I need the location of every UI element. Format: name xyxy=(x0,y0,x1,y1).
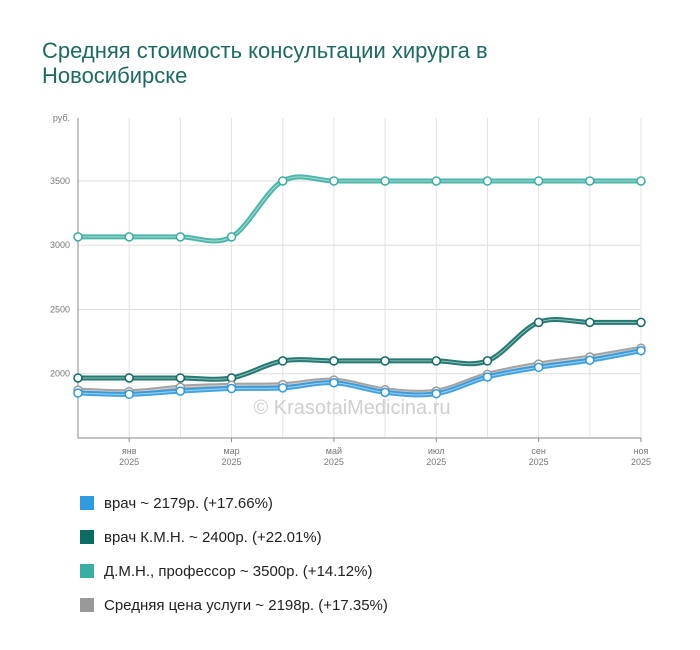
legend-item-average-price[interactable]: Средняя цена услуги ~ 2198р. (+17.35%) xyxy=(80,588,388,622)
data-point xyxy=(431,356,442,366)
data-point xyxy=(533,362,544,373)
series-line xyxy=(75,317,644,382)
series-line-highlight xyxy=(78,176,641,242)
data-point xyxy=(585,355,595,365)
data-point xyxy=(277,383,288,393)
data-point xyxy=(329,356,339,366)
x-tick-label-month: мар xyxy=(223,446,239,456)
y-axis-unit: руб. xyxy=(53,113,70,123)
legend-item-vrach-kmn[interactable]: врач К.М.Н. ~ 2400р. (+22.01%) xyxy=(80,520,388,554)
legend: врач ~ 2179р. (+17.66%) врач К.М.Н. ~ 24… xyxy=(80,486,388,622)
x-tick-label-year: 2025 xyxy=(426,457,446,467)
x-tick-label-month: сен xyxy=(531,446,546,456)
series-line-highlight xyxy=(78,319,641,380)
series-д-м-н-профессор xyxy=(73,174,646,244)
data-point xyxy=(380,356,390,366)
data-point xyxy=(226,383,237,394)
data-point xyxy=(533,317,544,328)
data-point xyxy=(482,356,493,366)
watermark: © KrasotaiMedicina.ru xyxy=(253,397,450,419)
legend-swatch-vrach-kmn xyxy=(80,530,94,544)
legend-item-dmn-professor[interactable]: Д.М.Н., профессор ~ 3500р. (+14.12%) xyxy=(80,554,388,588)
data-point xyxy=(124,389,134,400)
y-tick-label: 3500 xyxy=(50,176,70,186)
x-tick-label-month: май xyxy=(326,446,342,456)
data-point xyxy=(124,373,134,383)
data-point xyxy=(636,345,646,356)
data-point xyxy=(124,232,134,242)
data-point xyxy=(380,176,390,186)
data-point xyxy=(431,176,442,186)
series-врач-к-м-н- xyxy=(73,317,646,383)
data-point xyxy=(329,377,339,388)
x-tick-label-month: ноя xyxy=(634,446,649,456)
data-point xyxy=(482,176,493,186)
data-point xyxy=(636,176,646,186)
data-point xyxy=(277,176,288,186)
data-point xyxy=(482,372,493,382)
legend-item-vrach[interactable]: врач ~ 2179р. (+17.66%) xyxy=(80,486,388,520)
x-tick-label-year: 2025 xyxy=(119,457,139,467)
data-point xyxy=(175,386,186,396)
x-tick-label-year: 2025 xyxy=(324,457,344,467)
data-point xyxy=(226,232,237,242)
data-point xyxy=(175,232,186,242)
data-point xyxy=(73,373,83,383)
data-point xyxy=(533,176,544,186)
legend-label-vrach: врач ~ 2179р. (+17.66%) xyxy=(104,494,273,512)
data-point xyxy=(380,387,390,398)
data-point xyxy=(585,176,595,186)
legend-label-dmn-professor: Д.М.Н., профессор ~ 3500р. (+14.12%) xyxy=(104,562,373,580)
legend-label-vrach-kmn: врач К.М.Н. ~ 2400р. (+22.01%) xyxy=(104,528,322,546)
legend-swatch-vrach xyxy=(80,496,94,510)
legend-swatch-dmn-professor xyxy=(80,564,94,578)
x-tick-label-month: янв xyxy=(122,446,137,456)
data-point xyxy=(585,317,595,328)
data-point xyxy=(175,373,186,383)
y-tick-label: 2000 xyxy=(50,369,70,379)
chart-title: Средняя стоимость консультации хирурга в… xyxy=(42,38,488,88)
data-point xyxy=(277,356,288,366)
x-tick-label-year: 2025 xyxy=(631,457,651,467)
legend-swatch-average-price xyxy=(80,598,94,612)
y-tick-label: 3000 xyxy=(50,240,70,250)
data-point xyxy=(73,388,83,398)
line-chart: 2000250030003500руб.янв2025мар2025май202… xyxy=(50,113,651,467)
data-point xyxy=(73,232,83,242)
x-tick-label-month: июл xyxy=(428,446,445,456)
x-tick-label-year: 2025 xyxy=(529,457,549,467)
data-point xyxy=(329,176,339,186)
data-point xyxy=(636,317,646,328)
data-point xyxy=(431,388,442,399)
series-line xyxy=(75,174,644,244)
x-tick-label-year: 2025 xyxy=(222,457,242,467)
y-tick-label: 2500 xyxy=(50,304,70,314)
series-врач xyxy=(73,345,646,400)
legend-label-average-price: Средняя цена услуги ~ 2198р. (+17.35%) xyxy=(104,596,388,614)
